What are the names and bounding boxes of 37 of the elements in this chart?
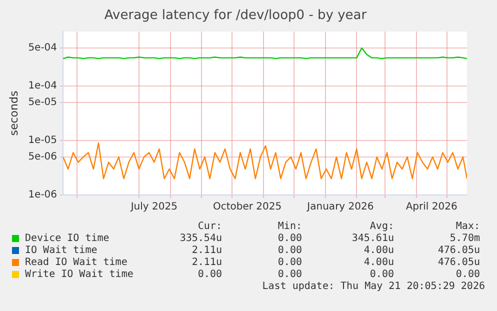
legend-label: Device IO time (25, 233, 110, 244)
text: 345.61u (350, 233, 394, 245)
x-tick-label: April 2026 (406, 202, 458, 213)
text: 4.00u (362, 257, 394, 269)
x-tick-label: July 2025 (130, 202, 178, 213)
y-tick-label: 5e-06 (28, 152, 58, 163)
text: 0.00 (368, 269, 394, 281)
y-tick-label: 5e-05 (28, 97, 58, 108)
text: 2.11u (190, 245, 222, 257)
legend-label: Read IO Wait time (25, 257, 128, 268)
y-tick-label: 1e-04 (28, 80, 58, 92)
y-axis-title: seconds (7, 90, 20, 136)
x-tick-label: October 2025 (212, 202, 282, 213)
text: 2.11u (190, 257, 222, 269)
text: 0.00 (276, 269, 302, 281)
legend-label: IO Wait time (25, 245, 98, 256)
text: 0.00 (454, 269, 480, 281)
text: 0.00 (276, 233, 302, 245)
text: Avg: (368, 221, 394, 233)
text: Max: (454, 221, 480, 233)
text: Cur: (196, 221, 222, 233)
x-tick-label: January 2026 (306, 202, 374, 213)
text: Last update: Thu May 21 20:05:29 2026 (262, 281, 485, 292)
text: 0.00 (196, 269, 222, 281)
text: 0.00 (276, 245, 302, 257)
text: 4.00u (362, 245, 394, 257)
y-tick-label: 5e-04 (28, 42, 58, 54)
text: 476.05u (436, 245, 480, 257)
y-tick-label: 1e-05 (28, 135, 58, 146)
text: 0.00 (276, 257, 302, 269)
text: 5.70m (448, 233, 480, 245)
y-tick-label: 1e-06 (28, 190, 58, 201)
chart-title: Average latency for /dev/loop0 - by year (104, 8, 368, 24)
legend-label: Write IO Wait time (25, 269, 134, 280)
text: 335.54u (178, 233, 222, 245)
text: Min: (276, 221, 302, 233)
text: 476.05u (436, 257, 480, 269)
